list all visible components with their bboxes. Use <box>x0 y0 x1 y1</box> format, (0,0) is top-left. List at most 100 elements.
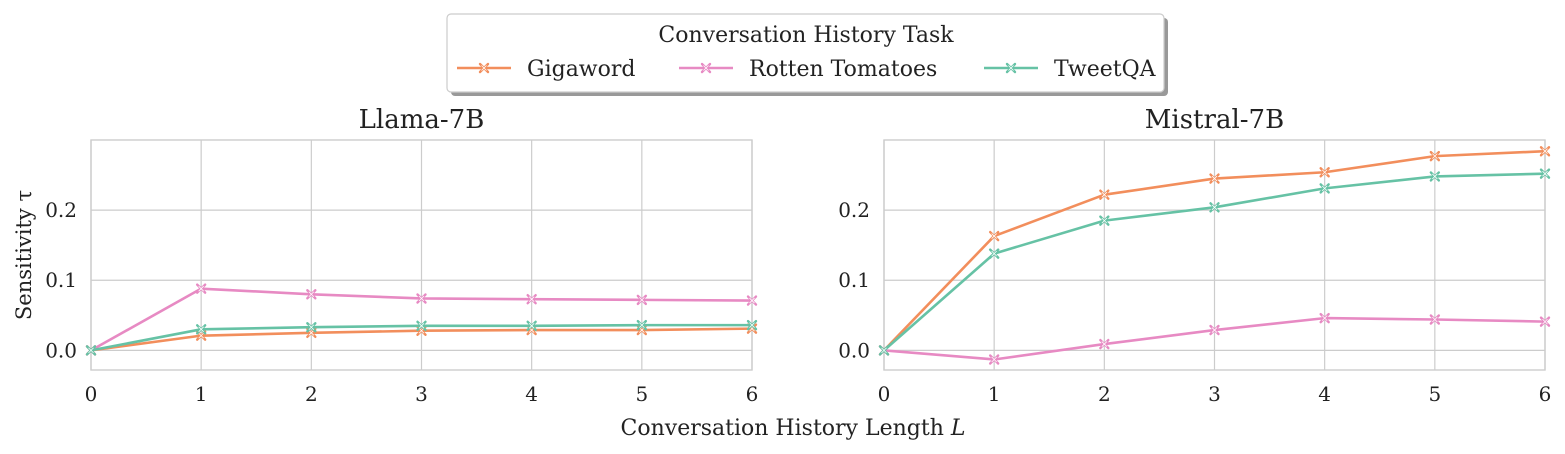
x-tick-label: 5 <box>1428 382 1441 406</box>
y-tick-label: 0.1 <box>838 268 870 292</box>
legend: Conversation History Task Gigaword Rotten… <box>446 13 1168 96</box>
legend-entry-rotten-tomatoes: Rotten Tomatoes <box>679 57 937 82</box>
plot-frame <box>90 139 753 371</box>
data-point-marker-highlight-b <box>198 326 204 333</box>
data-point-marker-highlight-b <box>1101 191 1108 198</box>
data-point-marker <box>878 345 890 356</box>
data-point-marker <box>746 295 758 306</box>
data-point-marker <box>526 293 537 305</box>
grid <box>883 140 1546 370</box>
panel-title: Mistral-7B <box>1145 105 1284 135</box>
legend-marker-icon <box>1005 62 1017 74</box>
plot-frame <box>883 139 1546 371</box>
data-point-marker-highlight-b <box>639 297 645 303</box>
data-point-marker <box>1539 168 1551 179</box>
data-point-marker-highlight-b <box>418 323 425 329</box>
data-point-marker <box>195 324 207 335</box>
data-point-marker <box>1429 171 1441 182</box>
data-point-marker-highlight-b <box>991 250 997 257</box>
series-tweetqa <box>878 168 1551 356</box>
data-point-marker-highlight-b <box>881 347 887 354</box>
data-point-marker <box>1099 338 1110 350</box>
x-tick-label: 5 <box>635 382 648 406</box>
x-tick-label: 6 <box>1539 382 1552 406</box>
data-point-marker-highlight-b <box>1432 316 1438 323</box>
legend-title: Conversation History Task <box>658 23 954 48</box>
data-point-marker-highlight-b <box>1321 169 1328 176</box>
x-tick-label: 1 <box>988 382 1001 406</box>
legend-entries: Gigaword Rotten Tomatoes TweetQA <box>457 57 1157 82</box>
data-point-marker-highlight-b <box>1542 148 1548 155</box>
legend-marker-icon-highlight-b <box>481 65 487 71</box>
data-point-marker <box>1099 215 1110 226</box>
legend-frame <box>446 13 1165 93</box>
data-point-marker-highlight-b <box>991 233 997 239</box>
data-point-marker <box>416 320 427 332</box>
y-tick-label: 0.2 <box>45 198 77 222</box>
data-point-marker-highlight-b <box>1542 170 1548 177</box>
y-axis-label: Sensitivity τ <box>12 190 36 320</box>
data-point-marker <box>1319 312 1330 324</box>
x-tick-label: 4 <box>525 382 538 406</box>
x-tick-label: 4 <box>1318 382 1331 406</box>
data-point-marker-highlight-b <box>308 324 315 331</box>
data-point-marker-highlight-b <box>1211 327 1218 333</box>
data-point-marker-highlight-b <box>1101 217 1108 224</box>
legend-entry-tweetqa: TweetQA <box>984 57 1157 82</box>
data-point-marker <box>1319 167 1330 178</box>
x-tick-label: 0 <box>878 382 891 406</box>
legend-label: Gigaword <box>527 57 636 82</box>
x-tick-label: 3 <box>1208 382 1221 406</box>
data-point-marker <box>1429 150 1441 162</box>
data-point-marker <box>85 345 97 356</box>
y-tick-label: 0.0 <box>838 338 870 362</box>
data-point-marker <box>1539 316 1551 327</box>
data-point-marker <box>988 248 1000 259</box>
panel-llama-7b: 0 1 2 3 4 5 6 0.0 0.1 0.2 Llama-7B Sensitivity τ <box>12 105 758 406</box>
data-point-marker-highlight-b <box>639 322 645 328</box>
x-axis-label-variable: L <box>950 416 966 441</box>
data-point-marker <box>1099 189 1110 200</box>
shared-x-axis-label: Conversation History Length L <box>621 416 966 441</box>
legend-marker-icon-highlight-b <box>703 65 709 71</box>
data-point-marker-highlight-b <box>198 332 204 339</box>
data-point-marker-highlight-b <box>308 330 315 336</box>
data-point-marker-highlight-b <box>1321 185 1328 192</box>
data-point-marker-highlight-b <box>1101 341 1108 347</box>
data-point-marker-highlight-b <box>528 323 535 329</box>
series-tweetqa <box>85 319 758 356</box>
data-point-marker-highlight-b <box>749 322 755 328</box>
data-point-marker-highlight-b <box>1432 153 1438 159</box>
data-point-marker <box>1209 324 1220 336</box>
grid <box>90 140 753 370</box>
legend-marker-icon-highlight-b <box>1008 65 1014 71</box>
x-tick-label: 2 <box>1098 382 1111 406</box>
legend-marker-icon <box>700 62 712 74</box>
data-point-marker <box>306 322 317 333</box>
data-point-marker-highlight-b <box>749 297 755 304</box>
data-point-marker-highlight-b <box>1321 315 1328 321</box>
data-point-marker <box>526 320 537 332</box>
y-tick-label: 0.0 <box>45 338 77 362</box>
data-point-marker-highlight-b <box>528 296 535 302</box>
y-tick-label: 0.1 <box>45 268 77 292</box>
data-point-marker <box>195 283 207 294</box>
data-point-marker <box>988 354 1000 365</box>
data-point-marker-highlight-b <box>418 295 425 302</box>
data-point-marker-highlight-b <box>198 285 204 292</box>
x-tick-label: 1 <box>195 382 208 406</box>
data-point-marker <box>1429 314 1441 325</box>
data-point-marker-highlight-b <box>88 347 94 354</box>
panel-mistral-7b: 0 1 2 3 4 5 6 0.0 0.1 0.2 Mistral-7B <box>838 105 1551 406</box>
data-point-marker <box>746 319 758 331</box>
legend-entry-gigaword: Gigaword <box>457 57 636 82</box>
panel-title: Llama-7B <box>359 105 485 135</box>
x-axis-label-text: Conversation History Length <box>621 416 951 441</box>
x-tick-label: 6 <box>746 382 759 406</box>
legend-marker-icon <box>478 62 490 74</box>
data-point-marker-highlight-b <box>1211 204 1218 211</box>
data-point-marker-highlight-b <box>991 356 997 363</box>
data-point-marker <box>636 294 648 306</box>
x-tick-label: 2 <box>305 382 318 406</box>
